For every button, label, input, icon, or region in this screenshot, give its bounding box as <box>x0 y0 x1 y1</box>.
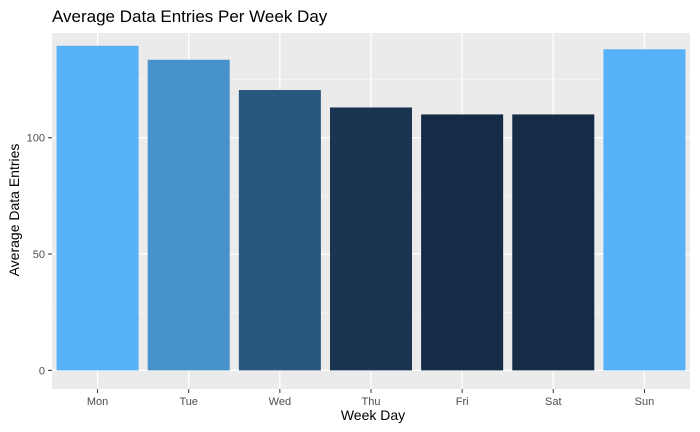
bar-sat <box>512 114 595 371</box>
x-tick-label: Tue <box>179 396 198 408</box>
x-tick-label: Sun <box>635 396 655 408</box>
bar-mon <box>56 45 139 371</box>
x-tick-label: Sat <box>545 396 562 408</box>
bars <box>56 45 686 371</box>
bar-fri <box>421 114 504 371</box>
x-axis-title: Week Day <box>341 407 405 423</box>
x-tick-label: Thu <box>362 396 381 408</box>
y-tick-label: 100 <box>27 133 45 145</box>
x-tick-label: Fri <box>456 396 469 408</box>
chart-title: Average Data Entries Per Week Day <box>52 7 328 26</box>
bar-tue <box>147 59 230 371</box>
bar-wed <box>238 90 321 371</box>
y-tick-label: 0 <box>39 365 45 377</box>
y-axis: 0 50 100 <box>27 133 52 377</box>
x-axis: Mon Tue Wed Thu Fri Sat Sun <box>87 389 654 408</box>
x-tick-label: Mon <box>87 396 108 408</box>
y-axis-title: Average Data Entries <box>6 144 22 277</box>
bar-sun <box>603 49 686 371</box>
bar-thu <box>329 107 413 371</box>
x-tick-label: Wed <box>269 396 291 408</box>
y-tick-label: 50 <box>33 249 45 261</box>
